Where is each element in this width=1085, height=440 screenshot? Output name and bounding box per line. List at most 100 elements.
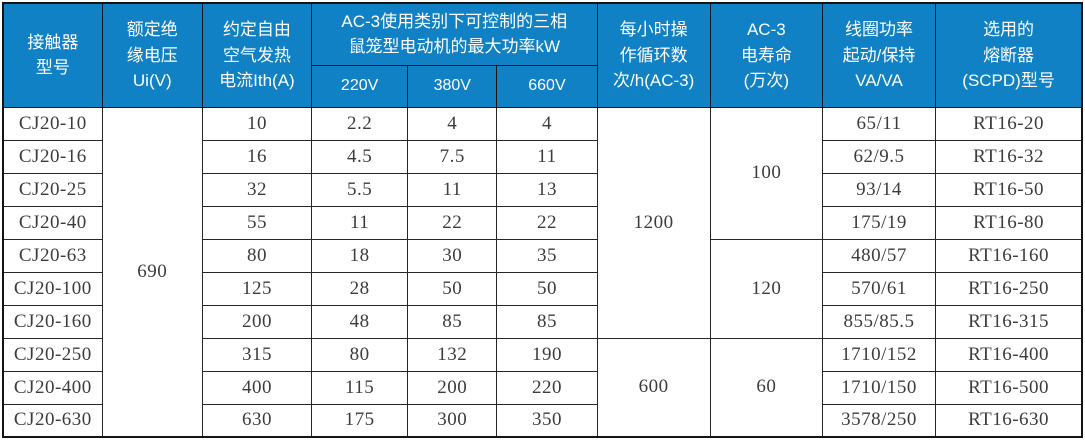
cell-kw-660v: 220 <box>496 370 598 405</box>
cell-cycles-per-hour: 1200 <box>596 106 711 339</box>
cell-thermal-current: 55 <box>201 205 313 240</box>
cell-thermal-current: 400 <box>201 370 313 405</box>
header-rated-insulation-voltage: 额定绝 缘电压 Ui(V) <box>101 2 203 108</box>
cell-fuse-model: RT16-250 <box>935 271 1083 306</box>
table-row: CJ20-16 16 4.5 7.5 11 62/9.5 RT16-32 <box>2 139 1083 174</box>
cell-coil-power: 480/57 <box>821 238 937 273</box>
header-coil-power: 线圈功率 起动/保持 VA/VA <box>821 2 937 108</box>
cell-kw-660v: 190 <box>496 337 598 372</box>
cell-thermal-current: 200 <box>201 304 313 339</box>
cell-model: CJ20-25 <box>2 172 103 207</box>
cell-model: CJ20-100 <box>2 271 103 306</box>
cell-cycles-per-hour: 600 <box>596 337 711 438</box>
cell-coil-power: 1710/152 <box>821 337 937 372</box>
cell-kw-660v: 13 <box>496 172 598 207</box>
cell-insulation-voltage: 690 <box>101 106 203 438</box>
header-fuse: 选用的 熔断器 (SCPD)型号 <box>935 2 1083 108</box>
table-body: CJ20-10 690 10 2.2 4 4 1200 100 65/11 RT16-20 CJ20… <box>2 106 1083 438</box>
header-electrical-life: AC-3 电寿命 (万次) <box>709 2 823 108</box>
table-row: CJ20-25 32 5.5 11 13 93/14 RT16-50 <box>2 172 1083 207</box>
header-row-voltages: 220V 380V 660V <box>3 64 1082 108</box>
cell-kw-380v: 22 <box>407 205 498 240</box>
cell-kw-380v: 200 <box>407 370 498 405</box>
cell-thermal-current: 630 <box>201 403 313 438</box>
cell-kw-380v: 11 <box>407 172 498 207</box>
cell-coil-power: 1710/150 <box>821 370 937 405</box>
cell-model: CJ20-400 <box>2 370 103 405</box>
cell-kw-380v: 85 <box>407 304 498 339</box>
cell-kw-380v: 30 <box>407 238 498 273</box>
cell-coil-power: 93/14 <box>821 172 937 207</box>
cell-coil-power: 3578/250 <box>821 403 937 438</box>
table-row: CJ20-400 400 115 200 220 1710/150 RT16-500 <box>2 370 1083 405</box>
cell-thermal-current: 80 <box>201 238 313 273</box>
cell-fuse-model: RT16-20 <box>935 106 1083 141</box>
header-380v: 380V <box>407 64 498 108</box>
cell-kw-660v: 35 <box>496 238 598 273</box>
cell-coil-power: 855/85.5 <box>821 304 937 339</box>
table-row: CJ20-40 55 11 22 22 175/19 RT16-80 <box>2 205 1083 240</box>
cell-fuse-model: RT16-500 <box>935 370 1083 405</box>
cell-fuse-model: RT16-400 <box>935 337 1083 372</box>
cell-kw-220v: 28 <box>311 271 409 306</box>
cell-kw-380v: 50 <box>407 271 498 306</box>
cell-kw-220v: 4.5 <box>311 139 409 174</box>
header-cycles-per-hour: 每小时操 作循环数 次/h(AC-3) <box>596 2 711 108</box>
table-row: CJ20-10 690 10 2.2 4 4 1200 100 65/11 RT16-20 <box>2 106 1083 438</box>
cell-kw-660v: 4 <box>496 106 598 141</box>
cell-electrical-life: 120 <box>709 238 823 339</box>
table-row: CJ20-100 125 28 50 50 570/61 RT16-250 <box>2 271 1083 306</box>
cell-thermal-current: 16 <box>201 139 313 174</box>
cell-electrical-life: 60 <box>709 337 823 438</box>
table-row: CJ20-250 315 80 132 190 600 60 1710/152 RT16-400 <box>2 337 1083 438</box>
header-ac3-power-group: AC-3使用类别下可控制的三相 鼠笼型电动机的最大功率kW <box>311 2 598 66</box>
cell-kw-220v: 5.5 <box>311 172 409 207</box>
cell-kw-660v: 22 <box>496 205 598 240</box>
cell-kw-220v: 11 <box>311 205 409 240</box>
cell-electrical-life: 100 <box>709 106 823 240</box>
cell-thermal-current: 32 <box>201 172 313 207</box>
cell-thermal-current: 315 <box>201 337 313 372</box>
cell-kw-660v: 85 <box>496 304 598 339</box>
header-220v: 220V <box>311 64 409 108</box>
header-thermal-current: 约定自由 空气发热 电流Ith(A) <box>201 2 313 108</box>
cell-coil-power: 65/11 <box>821 106 937 141</box>
cell-model: CJ20-63 <box>2 238 103 273</box>
cell-model: CJ20-630 <box>2 403 103 438</box>
cell-thermal-current: 10 <box>201 106 313 141</box>
cell-kw-660v: 11 <box>496 139 598 174</box>
header-contactor-model: 接触器 型号 <box>2 2 103 108</box>
cell-model: CJ20-10 <box>2 106 103 141</box>
cell-fuse-model: RT16-630 <box>935 403 1083 438</box>
header-row-top: 接触器 型号 额定绝 缘电压 Ui(V) 约定自由 空气发热 电流Ith(A) … <box>2 2 1083 108</box>
cell-kw-380v: 4 <box>407 106 498 141</box>
cell-fuse-model: RT16-315 <box>935 304 1083 339</box>
cell-kw-220v: 175 <box>311 403 409 438</box>
cell-kw-220v: 80 <box>311 337 409 372</box>
cell-kw-220v: 48 <box>311 304 409 339</box>
cell-thermal-current: 125 <box>201 271 313 306</box>
table-row: CJ20-630 630 175 300 350 3578/250 RT16-630 <box>2 403 1083 438</box>
cell-kw-660v: 350 <box>496 403 598 438</box>
table-header: 接触器 型号 额定绝 缘电压 Ui(V) 约定自由 空气发热 电流Ith(A) … <box>2 2 1083 108</box>
cell-kw-380v: 132 <box>407 337 498 372</box>
cell-kw-220v: 2.2 <box>311 106 409 141</box>
cell-kw-220v: 115 <box>311 370 409 405</box>
cell-coil-power: 570/61 <box>821 271 937 306</box>
cell-model: CJ20-250 <box>2 337 103 372</box>
cell-fuse-model: RT16-32 <box>935 139 1083 174</box>
cell-coil-power: 62/9.5 <box>821 139 937 174</box>
cell-model: CJ20-160 <box>2 304 103 339</box>
cell-kw-660v: 50 <box>496 271 598 306</box>
cell-kw-380v: 7.5 <box>407 139 498 174</box>
cell-fuse-model: RT16-80 <box>935 205 1083 240</box>
cell-coil-power: 175/19 <box>821 205 937 240</box>
cell-fuse-model: RT16-50 <box>935 172 1083 207</box>
cell-model: CJ20-16 <box>2 139 103 174</box>
cell-model: CJ20-40 <box>2 205 103 240</box>
cell-kw-380v: 300 <box>407 403 498 438</box>
cell-fuse-model: RT16-160 <box>935 238 1083 273</box>
cell-kw-220v: 18 <box>311 238 409 273</box>
